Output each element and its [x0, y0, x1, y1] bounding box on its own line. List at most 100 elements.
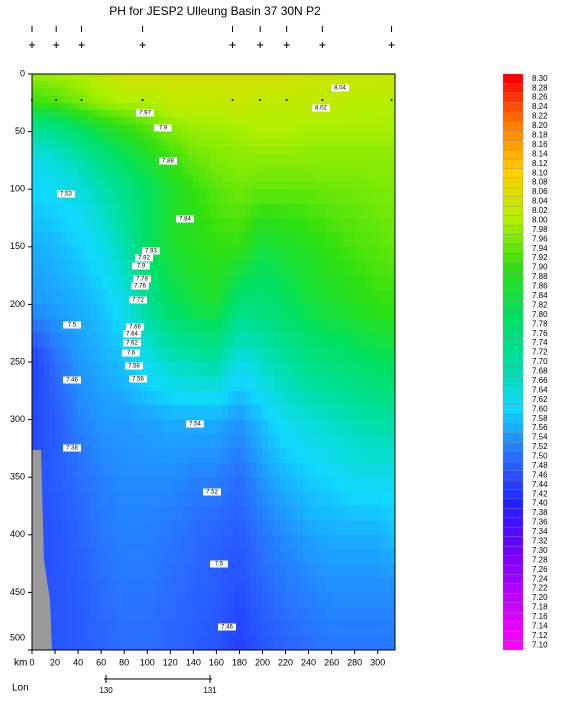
field-cell: [170, 606, 177, 622]
field-cell: [320, 390, 327, 406]
field-cell: [181, 390, 189, 406]
field-cell: [314, 304, 321, 320]
contour-label-bg: [123, 339, 141, 347]
field-cell: [386, 182, 392, 190]
field-cell: [320, 491, 327, 507]
field-cell: [176, 434, 183, 449]
field-cell: [390, 477, 396, 493]
field-cell: [320, 203, 327, 219]
field-cell: [331, 275, 338, 291]
field-cell: [279, 167, 287, 176]
field-cell: [72, 88, 79, 97]
field-cell: [366, 203, 373, 219]
field-cell: [66, 110, 73, 118]
field-cell: [302, 153, 310, 161]
field-cell: [308, 578, 315, 593]
field-cell: [348, 563, 356, 579]
field-cell: [158, 462, 166, 478]
field-cell: [302, 290, 310, 305]
station-dot: [31, 99, 33, 101]
field-cell: [297, 117, 304, 125]
field-cell: [129, 95, 137, 104]
field-cell: [348, 88, 356, 97]
field-cell: [377, 506, 383, 521]
field-cell: [297, 318, 304, 334]
field-cell: [66, 290, 73, 305]
field-cell: [360, 318, 367, 334]
field-cell: [325, 174, 333, 183]
field-cell: [256, 520, 264, 536]
field-cell: [112, 88, 120, 97]
field-cell: [106, 88, 114, 97]
x-tick-label: 160: [209, 657, 224, 667]
field-cell: [72, 448, 79, 464]
field-cell: [366, 549, 373, 565]
field-cell: [147, 318, 154, 334]
field-cell: [297, 578, 304, 593]
field-cell: [354, 95, 362, 104]
field-cell: [72, 390, 79, 406]
field-cell: [72, 138, 79, 147]
field-cell: [314, 462, 321, 478]
field-cell: [176, 333, 183, 349]
field-cell: [181, 448, 189, 464]
field-cell: [78, 333, 85, 349]
field-cell: [256, 218, 264, 233]
field-cell: [164, 146, 171, 154]
field-cell: [256, 405, 264, 421]
field-cell: [239, 124, 246, 133]
field-cell: [181, 578, 189, 593]
field-cell: [285, 203, 292, 219]
field-cell: [49, 124, 56, 133]
field-cell: [37, 146, 45, 154]
field-cell: [89, 405, 96, 421]
field-cell: [366, 506, 373, 521]
field-cell: [118, 160, 125, 169]
field-cell: [78, 405, 85, 421]
field-cell: [176, 304, 183, 320]
field-cell: [343, 621, 350, 637]
field-cell: [170, 218, 177, 233]
colorbar-label: 7.36: [532, 518, 548, 527]
field-cell: [331, 102, 338, 111]
field-cell: [141, 448, 148, 464]
field-cell: [382, 491, 387, 507]
field-cell: [279, 621, 287, 637]
field-cell: [291, 534, 298, 550]
field-cell: [181, 102, 189, 111]
field-cell: [72, 189, 79, 205]
field-cell: [314, 131, 321, 140]
colorbar-label: 7.78: [532, 319, 548, 328]
field-cell: [274, 578, 281, 593]
field-cell: [216, 290, 223, 305]
field-cell: [95, 362, 102, 377]
field-cell: [256, 347, 264, 363]
field-cell: [112, 563, 120, 579]
field-cell: [158, 448, 166, 464]
field-cell: [55, 74, 62, 82]
field-cell: [176, 218, 183, 233]
field-cell: [308, 102, 315, 111]
field-cell: [158, 606, 166, 622]
field-cell: [124, 167, 131, 176]
field-cell: [78, 102, 85, 111]
field-cell: [386, 606, 392, 622]
field-cell: [83, 520, 91, 536]
field-cell: [325, 462, 333, 478]
field-cell: [354, 81, 362, 89]
field-cell: [112, 592, 120, 608]
field-cell: [382, 318, 387, 334]
field-cell: [193, 74, 200, 82]
field-cell: [279, 520, 287, 536]
field-cell: [302, 362, 310, 377]
contour-label-bg: [154, 124, 172, 132]
field-cell: [314, 138, 321, 147]
field-cell: [291, 318, 298, 334]
field-cell: [314, 167, 321, 176]
field-cell: [320, 405, 327, 421]
field-cell: [49, 434, 56, 449]
field-cell: [66, 405, 73, 421]
field-cell: [348, 534, 356, 550]
field-cell: [291, 491, 298, 507]
field-cell: [55, 88, 62, 97]
